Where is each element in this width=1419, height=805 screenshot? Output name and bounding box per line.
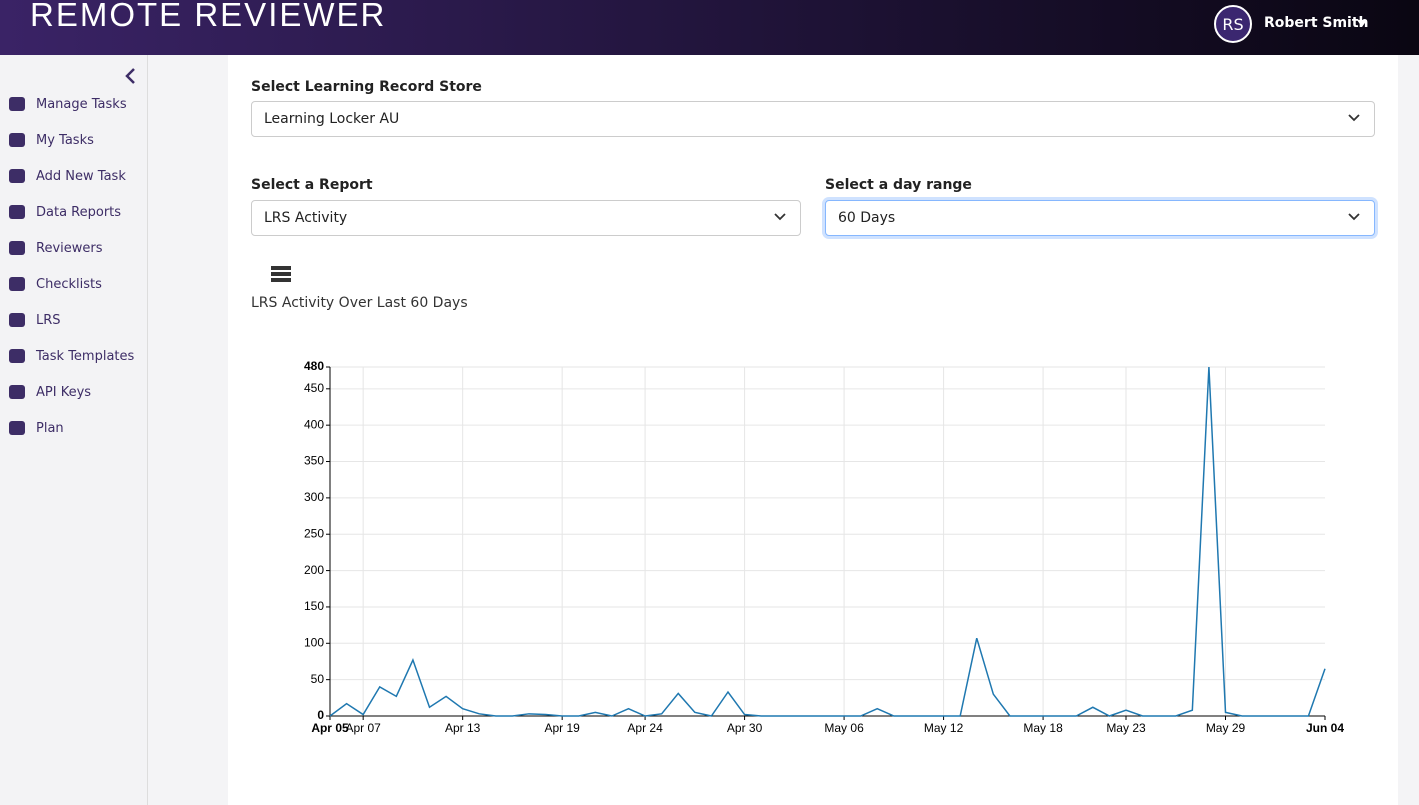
y-tick-label: 0 (317, 708, 324, 722)
nav-icon (9, 349, 25, 363)
chevron (774, 213, 786, 221)
nav-icon (9, 421, 25, 435)
nav-item[interactable]: Reviewers (6, 236, 103, 260)
y-tick-label: 350 (304, 454, 324, 468)
label: Select a Report (251, 177, 373, 193)
nav-item[interactable]: Add New Task (6, 164, 126, 188)
nav-icon (9, 241, 25, 255)
collapse[interactable] (124, 67, 136, 85)
user-name[interactable]: Robert Smith (1264, 15, 1369, 31)
nav-label: Reviewers (36, 240, 103, 256)
select[interactable]: LRS Activity (251, 200, 801, 236)
avatar[interactable]: RS (1214, 5, 1252, 43)
nav-icon (9, 97, 25, 111)
chevron (1348, 114, 1360, 122)
chevron (1348, 213, 1360, 221)
y-tick-label: 480 (304, 359, 324, 373)
y-tick-label: 400 (304, 417, 324, 431)
nav-item[interactable]: Checklists (6, 272, 102, 296)
nav-icon (9, 205, 25, 219)
nav-icon (9, 169, 25, 183)
label: Select Learning Record Store (251, 79, 482, 95)
y-tick-label: 200 (304, 563, 324, 577)
x-tick-label: May 12 (924, 721, 964, 735)
x-tick-label: Apr 13 (445, 721, 481, 735)
y-tick-label: 450 (304, 381, 324, 395)
chart-title: LRS Activity Over Last 60 Days (251, 295, 468, 311)
select[interactable]: 60 Days (825, 200, 1375, 236)
brand[interactable]: REMOTE REVIEWER (30, 0, 387, 33)
x-tick-label: May 18 (1023, 721, 1063, 735)
select-value: LRS Activity (264, 210, 348, 226)
header: REMOTE REVIEWER RS Robert Smith (0, 0, 1419, 55)
nav-icon (9, 313, 25, 327)
nav-label: My Tasks (36, 132, 94, 148)
x-tick-label: Apr 30 (727, 721, 763, 735)
nav-item[interactable]: Plan (6, 416, 64, 440)
x-tick-label: May 23 (1106, 721, 1146, 735)
caret[interactable] (1357, 20, 1367, 27)
nav-item[interactable]: Manage Tasks (6, 92, 127, 116)
data-line (329, 366, 1326, 717)
nav-icon (9, 277, 25, 291)
nav-label: Plan (36, 420, 64, 436)
x-tick-label: Apr 19 (544, 721, 580, 735)
select-value: 60 Days (838, 210, 896, 226)
nav-label: Manage Tasks (36, 96, 127, 112)
nav-label: Data Reports (36, 204, 122, 220)
y-tick-label: 150 (304, 599, 324, 613)
y-tick-label: 300 (304, 490, 324, 504)
select-value: Learning Locker AU (264, 111, 400, 127)
x-tick-label: Apr 07 (345, 721, 381, 735)
nav-item[interactable]: My Tasks (6, 128, 94, 152)
sidebar: Manage Tasks My Tasks Add New Task Data Rep… (0, 55, 148, 805)
nav-label: API Keys (36, 384, 92, 400)
nav-label: Add New Task (36, 168, 126, 184)
nav-item[interactable]: Task Templates (6, 344, 134, 368)
x-tick-label: Apr 05 (311, 721, 349, 735)
nav-label: Checklists (36, 276, 102, 292)
y-tick-label: 100 (304, 635, 324, 649)
nav-item[interactable]: LRS (6, 308, 61, 332)
x-tick-label: Apr 24 (627, 721, 663, 735)
nav-label: Task Templates (36, 348, 135, 364)
label: Select a day range (825, 177, 972, 193)
nav-icon (9, 385, 25, 399)
x-tick-label: May 06 (824, 721, 864, 735)
y-tick-label: 250 (304, 526, 324, 540)
nav-item[interactable]: Data Reports (6, 200, 121, 224)
x-tick-label: May 29 (1206, 721, 1246, 735)
y-tick-label: 50 (311, 672, 325, 686)
nav-item[interactable]: API Keys (6, 380, 91, 404)
nav-label: LRS (36, 312, 61, 328)
select[interactable]: Learning Locker AU (251, 101, 1375, 137)
menu-icon[interactable] (271, 266, 291, 282)
nav-icon (9, 133, 25, 147)
x-tick-label: Jun 04 (1306, 721, 1344, 735)
